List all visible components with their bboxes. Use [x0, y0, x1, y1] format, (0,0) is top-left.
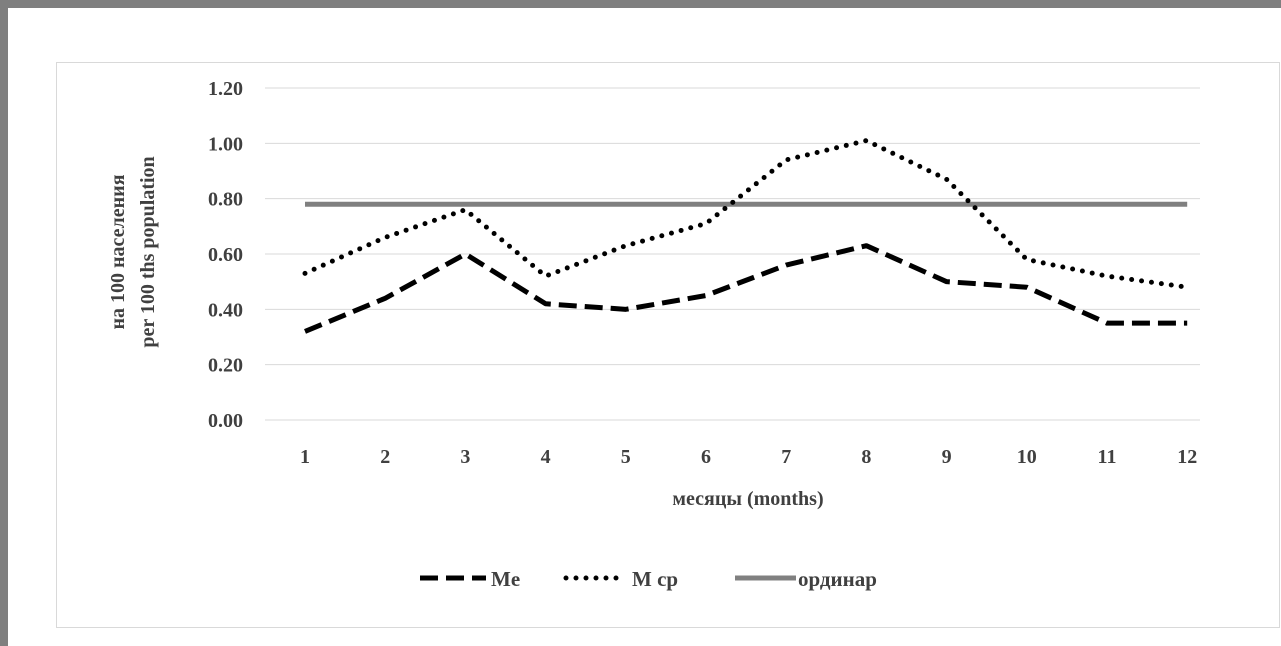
- series-me-line: [304, 243, 1188, 334]
- y-axis-title: на 100 населения per 100 ths population: [107, 156, 159, 347]
- y-axis-title-line-1: на 100 населения: [107, 174, 129, 329]
- x-tick-label: 2: [380, 446, 390, 468]
- x-axis-ticks: 1 2 3 4 5 6 7 8 9 10 11 12: [300, 446, 1197, 468]
- y-tick-label: 1.20: [208, 78, 243, 100]
- y-tick-label: 1.00: [208, 133, 243, 155]
- x-tick-label: 7: [781, 446, 791, 468]
- x-tick-label: 6: [701, 446, 711, 468]
- y-tick-label: 0.20: [208, 355, 243, 377]
- y-axis-ticks: 0.00 0.20 0.40 0.60 0.80 1.00 1.20: [208, 78, 243, 432]
- legend-label-ordinar: ординар: [798, 567, 877, 591]
- x-tick-label: 4: [541, 446, 551, 468]
- chart-area: [56, 62, 1280, 628]
- x-tick-label: 11: [1098, 446, 1117, 468]
- y-tick-label: 0.40: [208, 299, 243, 321]
- x-tick-label: 1: [300, 446, 310, 468]
- x-axis-title: месяцы (months): [672, 488, 823, 510]
- x-tick-label: 9: [942, 446, 952, 468]
- series-m-sr-line: [302, 138, 1190, 290]
- x-tick-label: 8: [861, 446, 871, 468]
- y-axis-title-line-2: per 100 ths population: [137, 156, 159, 347]
- y-tick-label: 0.60: [208, 244, 243, 266]
- x-tick-label: 12: [1177, 446, 1197, 468]
- x-tick-label: 3: [460, 446, 470, 468]
- legend-label-me: Me: [491, 567, 520, 591]
- gridlines: [265, 87, 1200, 421]
- y-tick-label: 0.00: [208, 410, 243, 432]
- legend-label-m-sr: M ср: [632, 567, 678, 591]
- x-tick-label: 5: [621, 446, 631, 468]
- x-tick-label: 10: [1017, 446, 1037, 468]
- y-tick-label: 0.80: [208, 189, 243, 211]
- series-lines: [302, 138, 1190, 334]
- legend: Me M ср ординар: [420, 567, 877, 591]
